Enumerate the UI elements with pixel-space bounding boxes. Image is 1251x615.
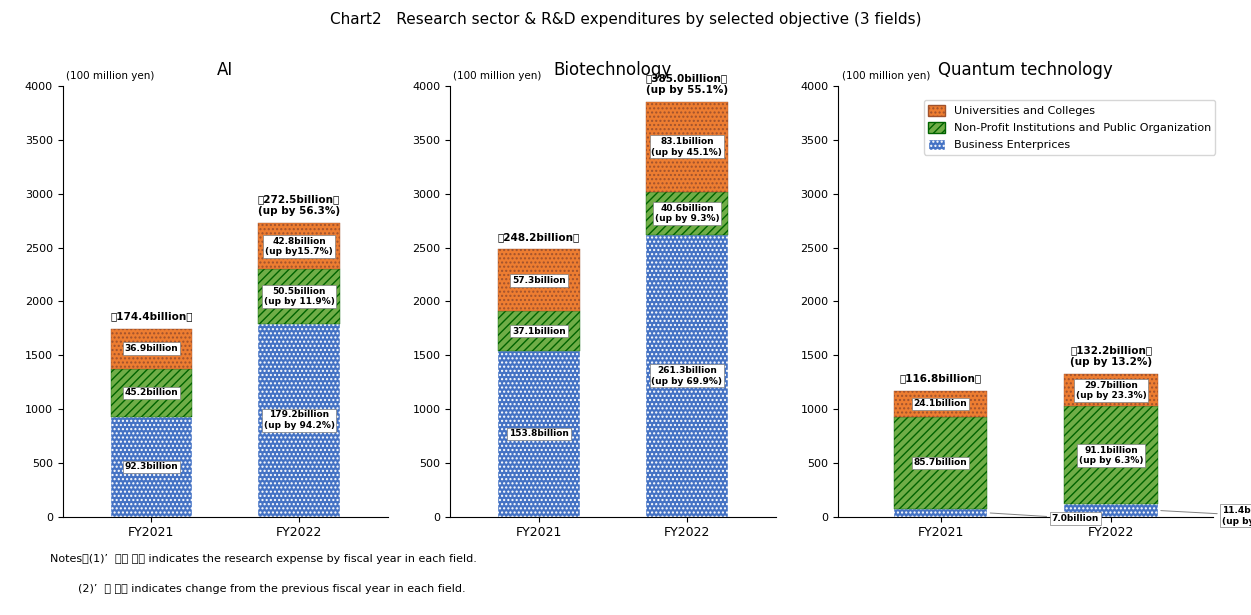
Bar <box>647 102 728 192</box>
Text: 85.7billion: 85.7billion <box>913 458 967 467</box>
Text: (100 million yen): (100 million yen) <box>842 71 929 81</box>
Bar <box>893 417 987 509</box>
Text: 【272.5billion】
(up by 56.3%): 【272.5billion】 (up by 56.3%) <box>258 194 340 216</box>
Text: 83.1billion
(up by 45.1%): 83.1billion (up by 45.1%) <box>652 137 722 157</box>
Text: 261.3billion
(up by 69.9%): 261.3billion (up by 69.9%) <box>652 367 722 386</box>
Text: 11.4billion
(up by 63.5%): 11.4billion (up by 63.5%) <box>1161 506 1251 526</box>
Bar <box>647 236 728 517</box>
Text: 【385.0billion】
(up by 55.1%): 【385.0billion】 (up by 55.1%) <box>646 73 728 95</box>
Text: 【248.2billion】: 【248.2billion】 <box>498 232 580 242</box>
Text: Chart2   Research sector & R&D expenditures by selected objective (3 fields): Chart2 Research sector & R&D expenditure… <box>330 12 921 27</box>
Text: 37.1billion: 37.1billion <box>512 327 565 336</box>
Text: 50.5billion
(up by 11.9%): 50.5billion (up by 11.9%) <box>264 287 334 306</box>
Title: Quantum technology: Quantum technology <box>938 61 1113 79</box>
Text: (100 million yen): (100 million yen) <box>453 71 542 81</box>
Text: 【174.4billion】: 【174.4billion】 <box>110 311 193 322</box>
Text: (2)’  （ ）」 indicates change from the previous fiscal year in each field.: (2)’ （ ）」 indicates change from the prev… <box>50 584 465 594</box>
Bar <box>259 323 340 517</box>
Text: 179.2billion
(up by 94.2%): 179.2billion (up by 94.2%) <box>264 410 334 430</box>
Text: 【132.2billion】
(up by 13.2%): 【132.2billion】 (up by 13.2%) <box>1070 345 1152 367</box>
Bar <box>647 192 728 236</box>
Bar <box>1065 407 1158 504</box>
Title: AI: AI <box>218 61 233 79</box>
Text: 91.1billion
(up by 6.3%): 91.1billion (up by 6.3%) <box>1078 446 1143 465</box>
Bar <box>498 311 579 351</box>
Bar <box>893 509 987 517</box>
Text: 42.8billion
(up by15.7%): 42.8billion (up by15.7%) <box>265 237 333 256</box>
Title: Biotechnology: Biotechnology <box>554 61 672 79</box>
Text: 7.0billion: 7.0billion <box>991 513 1098 523</box>
Bar <box>498 250 579 311</box>
Text: 57.3billion: 57.3billion <box>512 276 565 285</box>
Bar <box>498 351 579 517</box>
Text: 92.3billion: 92.3billion <box>124 462 178 472</box>
Text: 24.1billion: 24.1billion <box>913 399 967 408</box>
Text: 40.6billion
(up by 9.3%): 40.6billion (up by 9.3%) <box>654 204 719 223</box>
Bar <box>1065 375 1158 407</box>
Text: 45.2billion: 45.2billion <box>124 389 178 397</box>
Text: 36.9billion: 36.9billion <box>124 344 178 353</box>
Bar <box>1065 504 1158 517</box>
Bar <box>110 368 191 417</box>
Text: 153.8billion: 153.8billion <box>509 429 569 438</box>
Text: 29.7billion
(up by 23.3%): 29.7billion (up by 23.3%) <box>1076 381 1146 400</box>
Bar <box>259 269 340 323</box>
Bar <box>259 223 340 269</box>
Bar <box>110 417 191 517</box>
Legend: Universities and Colleges, Non-Profit Institutions and Public Organization, Busi: Universities and Colleges, Non-Profit In… <box>923 100 1216 154</box>
Text: Notes：(1)’  「【 】」 indicates the research expense by fiscal year in each field.: Notes：(1)’ 「【 】」 indicates the research … <box>50 554 477 563</box>
Text: (100 million yen): (100 million yen) <box>65 71 154 81</box>
Text: 【116.8billion】: 【116.8billion】 <box>899 373 982 383</box>
Bar <box>893 391 987 417</box>
Bar <box>110 329 191 368</box>
